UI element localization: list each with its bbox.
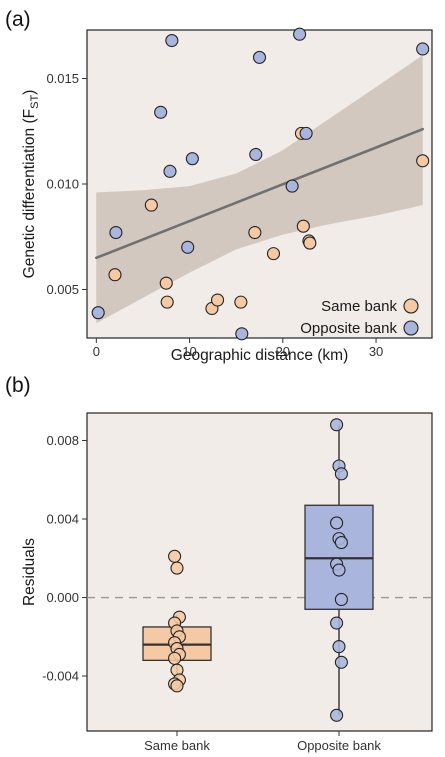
panel-b-y-ticks: -0.004 0.000 0.004 0.008 <box>42 433 87 684</box>
y-axis-label-close: ) <box>21 90 38 95</box>
legend-label: Same bank <box>321 298 397 315</box>
opposite-bank-residual-point <box>334 536 348 550</box>
same-bank-point <box>248 225 262 240</box>
panel-b-plot-area <box>86 412 433 732</box>
opposite-bank-point <box>163 164 177 178</box>
panel-a-points <box>91 27 430 341</box>
opposite-bank-residual-point <box>334 467 348 481</box>
same-bank-point <box>159 276 173 290</box>
opposite-bank-residual-point <box>330 418 344 432</box>
x-tick-label: 10 <box>182 344 196 359</box>
panel-a-legend: Same bank Opposite bank <box>300 298 419 337</box>
regression-line <box>95 127 424 260</box>
confidence-band-area <box>96 55 423 324</box>
panel-b-label: (b) <box>5 374 31 397</box>
same-bank-point <box>416 154 430 168</box>
legend-swatch <box>403 298 419 314</box>
opposite-bank-residual-point <box>330 708 344 722</box>
panel-a-y-ticks: 0.005 0.010 0.015 <box>46 71 87 297</box>
opposite-bank-residual-point <box>334 592 348 607</box>
opposite-bank-point <box>299 126 313 140</box>
same-bank-point <box>296 219 310 233</box>
opposite-bank-point <box>91 306 105 320</box>
y-tick-label: 0.005 <box>46 282 79 297</box>
same-bank-residual-point <box>168 651 182 665</box>
legend-swatch <box>403 320 419 336</box>
panel-b-y-axis-label: Residuals <box>21 538 38 606</box>
opposite-bank-point <box>109 225 123 240</box>
opposite-bank-point <box>293 27 307 41</box>
opposite-bank-residual-point <box>332 640 346 654</box>
panel-a-x-ticks: 0 10 20 30 <box>93 338 383 359</box>
panel-a-x-axis-label: Geographic distance (km) <box>171 347 348 364</box>
panel-b-boxes <box>142 418 374 722</box>
y-axis-label-subscript: ST <box>29 95 41 109</box>
opposite-bank-point <box>252 50 267 64</box>
category-label: Opposite bank <box>297 738 381 753</box>
legend-label: Opposite bank <box>300 320 397 337</box>
opposite-bank-point <box>154 105 168 119</box>
y-tick-label: 0.000 <box>46 590 79 605</box>
panel-a-confidence-band <box>96 55 423 324</box>
category-label: Same bank <box>144 738 210 753</box>
same-bank-point <box>144 198 158 212</box>
same-bank-residual-point <box>168 549 182 563</box>
x-tick-label: 0 <box>93 344 100 359</box>
y-axis-label-main: Genetic differentiation (F <box>21 109 38 278</box>
same-bank-point <box>303 236 317 250</box>
opposite-bank-residual-point <box>332 563 346 577</box>
panel-a-y-axis-label: Genetic differentiation (FST) <box>21 90 41 279</box>
opposite-bank-residual-point <box>334 655 348 669</box>
same-bank-point <box>160 295 174 309</box>
opposite-bank-point <box>249 147 263 162</box>
opposite-bank-residual-point <box>330 516 344 530</box>
x-tick-label: 20 <box>276 344 290 359</box>
same-bank-point <box>108 268 122 282</box>
same-bank-residual-point <box>170 679 184 693</box>
opposite-bank-point <box>235 327 249 341</box>
opposite-bank-point <box>416 42 430 56</box>
y-tick-label: 0.010 <box>46 177 79 192</box>
opposite-bank-point <box>165 33 179 48</box>
opposite-bank-residual-point <box>330 616 344 630</box>
opposite-bank-point <box>285 179 299 193</box>
y-tick-label: 0.008 <box>46 433 79 448</box>
panel-a-trend-line <box>95 127 424 260</box>
same-bank-point <box>234 295 248 309</box>
same-bank-point <box>210 293 225 307</box>
opposite-bank-point <box>185 152 199 166</box>
x-tick-label: 30 <box>369 344 383 359</box>
same-bank-residual-point <box>170 561 184 575</box>
opposite-bank-point <box>181 240 195 254</box>
same-bank-point <box>266 247 281 261</box>
y-tick-label: 0.015 <box>46 71 79 86</box>
panel-a-label: (a) <box>5 8 31 31</box>
y-tick-label: 0.004 <box>46 512 79 527</box>
panel-b-x-ticks: Same bank Opposite bank <box>144 731 381 753</box>
y-tick-label: -0.004 <box>42 669 79 684</box>
